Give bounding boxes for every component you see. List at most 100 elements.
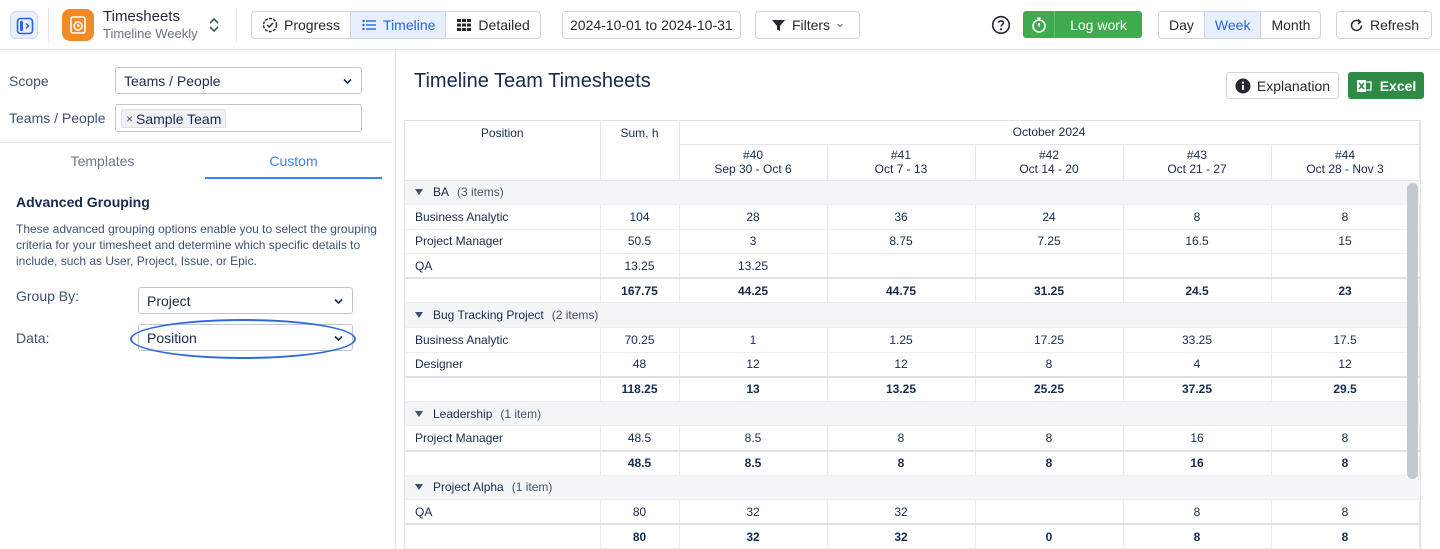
total-sum-cell: 80 <box>600 523 680 549</box>
timesheet-table: Position Sum, h October 2024 #40 Sep 30 -… <box>404 120 1421 549</box>
group-by-label: Group By: <box>16 288 80 304</box>
view-timeline-button[interactable]: Timeline <box>351 12 447 38</box>
table-row[interactable]: Project Manager 50.5 3 8.75 7.25 16.5 15 <box>405 229 1420 255</box>
group-header[interactable]: Bug Tracking Project (2 items) <box>405 302 1420 329</box>
group-total-row: 167.75 44.25 44.75 31.25 24.5 23 <box>405 277 1420 304</box>
list-icon <box>362 19 377 31</box>
group-name: Leadership <box>433 406 493 421</box>
table-scrollbar[interactable] <box>1407 183 1418 479</box>
info-icon <box>1235 78 1251 93</box>
week-hours-cell <box>827 253 976 279</box>
column-header-position[interactable]: Position <box>405 121 601 181</box>
week-hours-cell: 8 <box>827 425 976 452</box>
table-row[interactable]: QA 13.25 13.25 <box>405 253 1420 279</box>
week-range: Sep 30 - Oct 6 <box>714 162 792 176</box>
week-hours-cell: 8 <box>1271 499 1420 525</box>
week-hours-cell: 8.75 <box>827 229 976 255</box>
column-header-month: October 2024 <box>679 121 1420 145</box>
collapse-caret-icon[interactable] <box>415 189 423 196</box>
sum-cell: 48.5 <box>600 425 680 452</box>
table-row[interactable]: Business Analytic 70.25 1 1.25 17.25 33.25 17.… <box>405 327 1420 353</box>
week-number: #43 <box>1186 148 1208 162</box>
excel-icon <box>1356 79 1372 92</box>
app-title: Timesheets <box>103 8 180 25</box>
group-count: (1 item) <box>500 406 542 421</box>
teams-people-input[interactable]: × Sample Team <box>115 104 362 132</box>
position-cell: Project Manager <box>405 425 601 452</box>
week-hours-cell: 4 <box>1123 352 1272 378</box>
caret-down-icon <box>837 23 843 28</box>
table-row[interactable]: Business Analytic 104 28 36 24 8 8 <box>405 204 1420 230</box>
tab-templates[interactable]: Templates <box>70 153 135 169</box>
week-range: Oct 14 - 20 <box>1019 162 1079 176</box>
view-detailed-button[interactable]: Detailed <box>446 12 539 38</box>
view-progress-button[interactable]: Progress <box>252 12 352 38</box>
table-row[interactable]: Designer 48 12 12 8 4 12 <box>405 352 1420 378</box>
week-hours-cell: 17.5 <box>1271 327 1420 353</box>
week-hours-cell: 16 <box>1123 425 1272 452</box>
position-cell: QA <box>405 253 601 279</box>
position-cell: Business Analytic <box>405 204 601 230</box>
group-row[interactable]: Bug Tracking Project (2 items) <box>405 302 1420 329</box>
scope-label: Scope <box>9 73 49 89</box>
column-header-sum[interactable]: Sum, h <box>600 121 680 181</box>
position-cell: QA <box>405 499 601 525</box>
column-header-week: #44 Oct 28 - Nov 3 <box>1271 144 1420 181</box>
remove-tag-icon[interactable]: × <box>126 111 134 126</box>
top-bar: Timesheets Timeline Weekly Progress Time… <box>0 0 1440 50</box>
total-week-cell: 44.25 <box>679 277 828 304</box>
date-range-picker[interactable]: 2024-10-01 to 2024-10-31 <box>562 11 741 39</box>
log-work-button[interactable]: Log work <box>1023 11 1142 38</box>
help-icon[interactable] <box>991 15 1011 35</box>
period-week-button[interactable]: Week <box>1204 12 1262 38</box>
group-row[interactable]: BA (3 items) <box>405 180 1420 206</box>
scope-select[interactable]: Teams / People <box>115 67 362 94</box>
sidebar-toggle-button[interactable] <box>10 11 38 39</box>
sidebar-panel-icon <box>16 17 34 35</box>
group-total-row: 80 32 32 0 8 8 <box>405 523 1420 549</box>
filters-button[interactable]: Filters <box>755 11 860 39</box>
week-hours-cell: 15 <box>1271 229 1420 255</box>
group-count: (2 items) <box>551 308 599 323</box>
total-label-cell <box>405 449 601 476</box>
total-week-cell: 24.5 <box>1123 277 1272 304</box>
group-row[interactable]: Leadership (1 item) <box>405 401 1420 427</box>
app-subtitle: Timeline Weekly <box>103 26 198 41</box>
week-hours-cell: 12 <box>1271 352 1420 378</box>
week-number: #44 <box>1335 148 1356 162</box>
total-label-cell <box>405 375 601 402</box>
total-week-cell: 37.25 <box>1123 375 1272 402</box>
week-hours-cell: 36 <box>827 204 976 230</box>
view-timeline-label: Timeline <box>383 17 436 33</box>
app-switcher-chevrons-icon[interactable] <box>207 15 221 35</box>
table-row[interactable]: QA 80 32 32 8 8 <box>405 499 1420 525</box>
chevron-down-icon <box>343 78 352 85</box>
excel-export-button[interactable]: Excel <box>1348 72 1424 99</box>
refresh-label: Refresh <box>1369 17 1420 33</box>
group-by-select[interactable]: Project <box>138 287 353 314</box>
teams-people-label: Teams / People <box>9 110 106 126</box>
group-header[interactable]: BA (3 items) <box>405 180 1420 206</box>
group-header[interactable]: Leadership (1 item) <box>405 401 1420 427</box>
page-title: Timeline Team Timesheets <box>414 70 651 92</box>
progress-check-icon <box>262 17 278 33</box>
week-hours-cell: 1.25 <box>827 327 976 353</box>
tab-custom[interactable]: Custom <box>205 143 382 179</box>
scope-value: Teams / People <box>124 72 221 89</box>
total-week-cell: 13 <box>679 375 828 402</box>
collapse-caret-icon[interactable] <box>415 484 423 491</box>
collapse-caret-icon[interactable] <box>415 410 423 417</box>
week-hours-cell: 28 <box>679 204 828 230</box>
highlight-annotation <box>130 319 356 359</box>
period-day-button[interactable]: Day <box>1159 12 1205 38</box>
group-total-row: 48.5 8.5 8 8 16 8 <box>405 449 1420 476</box>
group-row[interactable]: Project Alpha (1 item) <box>405 475 1420 501</box>
group-header[interactable]: Project Alpha (1 item) <box>405 475 1420 501</box>
total-week-cell: 25.25 <box>975 375 1124 402</box>
total-week-cell: 0 <box>975 523 1124 549</box>
table-row[interactable]: Project Manager 48.5 8.5 8 8 16 8 <box>405 425 1420 452</box>
explanation-button[interactable]: Explanation <box>1226 72 1339 99</box>
period-month-button[interactable]: Month <box>1271 17 1311 33</box>
collapse-caret-icon[interactable] <box>415 312 423 319</box>
refresh-button[interactable]: Refresh <box>1336 11 1432 39</box>
